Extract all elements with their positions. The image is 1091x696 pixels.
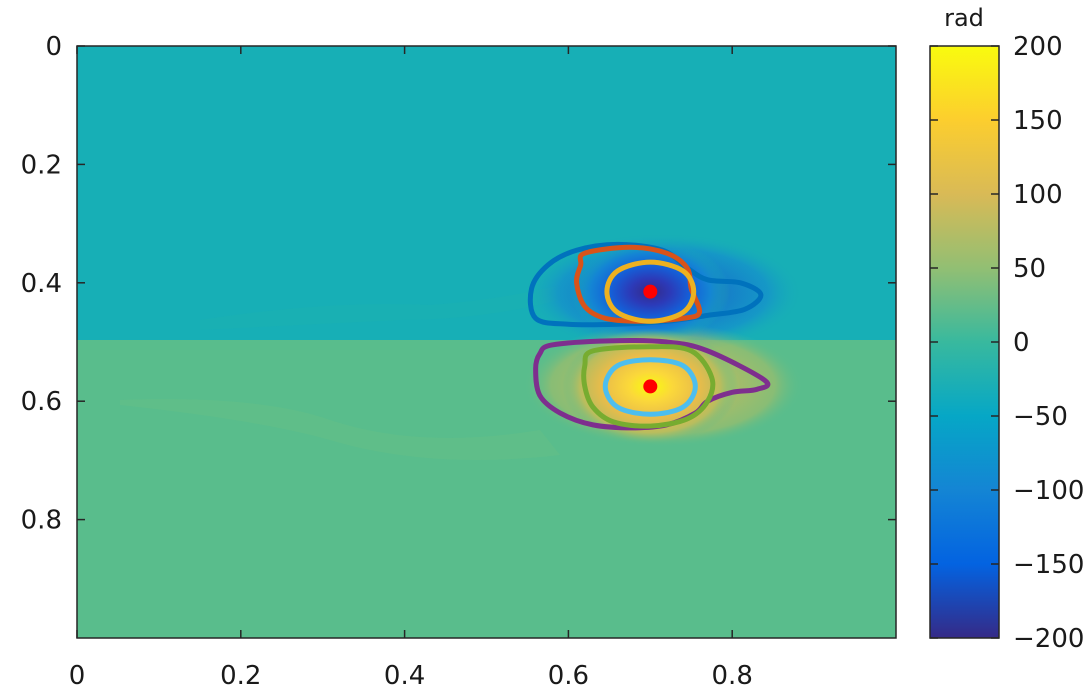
field-interface-wisp-upper [200,285,560,330]
colorbar-tick-label: −200 [1013,624,1084,654]
x-tick-label: 0.4 [384,661,425,691]
y-tick-label: 0.2 [21,150,62,180]
colorbar-gradient [929,45,1000,639]
y-axis: 0 0.2 0.4 0.6 0.8 [21,32,896,536]
y-tick-label: 0.6 [21,387,62,417]
center-marker-1 [643,379,658,394]
colorbar-tick-label: 150 [1013,106,1063,136]
center-marker-0 [643,284,658,299]
x-tick-label: 0.6 [548,661,589,691]
x-tick-label: 0.8 [712,661,753,691]
colorbar-tick-label: −100 [1013,476,1084,506]
plot-area [77,46,896,638]
x-axis: 0 0.2 0.4 0.6 0.8 [69,46,753,691]
colorbar-tick-label: 100 [1013,180,1063,210]
plot-frame [76,45,897,639]
contour-positive-4 [581,344,716,429]
colorbar-tick-label: −150 [1013,550,1084,580]
colorbar-tick-label: 50 [1013,254,1046,284]
contour-negative-2 [604,259,697,324]
colorbar-tick-label: 200 [1013,32,1063,62]
colorbar-unit-label: rad [944,4,984,32]
contour-positive-5 [602,357,698,417]
field-interface-wisp [120,399,560,460]
x-tick-label: 0.2 [220,661,261,691]
contour-negative-1 [574,244,703,324]
y-tick-label: 0.8 [21,506,62,536]
y-tick-label: 0.4 [21,269,62,299]
colorbar-tick-label: 0 [1013,328,1030,358]
colorbar: rad 200 150 100 50 0 −50 −100 −150 −200 [929,4,1084,654]
colorbar-tick-label: −50 [1013,402,1068,432]
x-tick-label: 0 [69,661,86,691]
y-tick-label: 0 [45,32,62,62]
